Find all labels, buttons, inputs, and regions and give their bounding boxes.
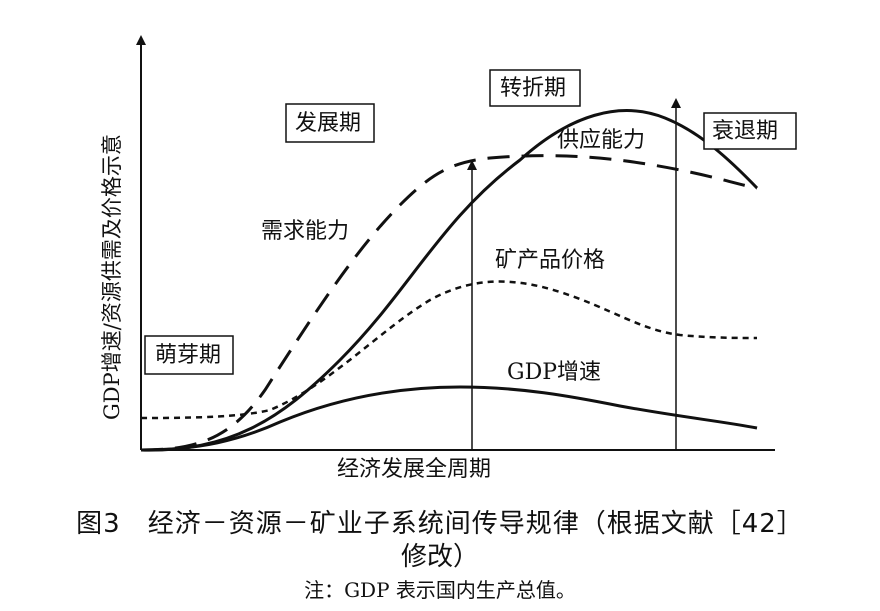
- development-phase-box: [285, 103, 375, 143]
- x-axis-label: 经济发展全周期: [337, 457, 491, 482]
- budding-phase-box: [144, 335, 234, 375]
- demand-capacity-curve: [140, 154, 758, 452]
- demand-capacity-label: 需求能力: [261, 219, 349, 244]
- development-phase-label: 发展期: [295, 111, 361, 136]
- y-axis-label: GDP增速/资源供需及价格示意: [100, 134, 124, 420]
- budding-phase-label: 萌芽期: [155, 343, 221, 368]
- mineral-price-label: 矿产品价格: [495, 248, 605, 273]
- gdp-growth-curve: [140, 385, 758, 452]
- supply-capacity-label: 供应能力: [557, 128, 645, 153]
- mineral-price-curve: [140, 280, 758, 420]
- turning-phase-box: [489, 69, 581, 107]
- turning-phase-label: 转折期: [500, 76, 566, 101]
- figure-caption-line2: 修改）: [400, 542, 479, 572]
- gdp-growth-label: GDP增速: [507, 360, 601, 385]
- supply-capacity-curve: [140, 109, 759, 452]
- figure-note: 注：GDP 表示国内生产总值。: [304, 578, 576, 602]
- decline-phase-box: [703, 112, 797, 150]
- figure-caption-line1: 图3 经济－资源－矿业子系统间传导规律（根据文献［42］: [76, 509, 804, 539]
- decline-phase-label: 衰退期: [712, 119, 778, 144]
